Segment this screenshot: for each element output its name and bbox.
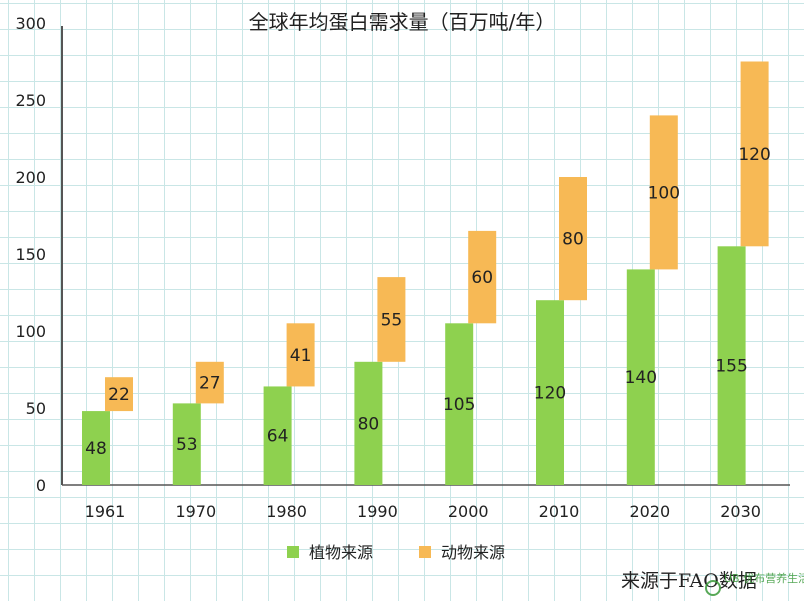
data-label-plant: 64 [267, 427, 289, 447]
data-label-animal: 27 [199, 374, 221, 394]
legend-swatch [287, 546, 299, 558]
bar-plant [626, 269, 655, 485]
bar-animal [105, 377, 133, 412]
bar-animal [377, 277, 406, 362]
data-label-animal: 55 [381, 310, 403, 330]
watermark: UB 优布营养生活网 www.ubpai.com [705, 571, 804, 596]
bar-plant [354, 361, 383, 485]
data-label-plant: 53 [176, 435, 198, 455]
data-label-plant: 80 [358, 414, 380, 434]
bar-plant [82, 411, 110, 485]
data-label-plant: 120 [534, 384, 566, 404]
x-tick-label: 2010 [539, 502, 580, 521]
source-note: 来源于FAO数据 [621, 570, 757, 592]
bar-plant [263, 386, 292, 485]
bar-plant [172, 403, 201, 485]
legend-label: 动物来源 [441, 543, 505, 562]
data-label-animal: 100 [648, 183, 680, 203]
x-tick-label: 1961 [85, 502, 126, 521]
x-axis-labels: 1961 1970 1980 1990 2000 2010 2020 2030 [85, 502, 761, 521]
bar-animal [286, 323, 315, 387]
svg-text:UB 优布营养生活网 www.ubpai.com: UB 优布营养生活网 www.ubpai.com [724, 571, 804, 585]
y-tick-label: 0 [36, 476, 46, 495]
data-label-animal: 22 [108, 385, 130, 405]
bar-animal [559, 177, 587, 301]
legend-label: 植物来源 [309, 543, 373, 562]
data-label-plant: 140 [625, 368, 657, 388]
y-axis-ticks: 0 50 100 150 200 250 300 [15, 14, 46, 495]
bar-animal [195, 361, 224, 404]
data-label-animal: 80 [562, 230, 584, 250]
y-tick-label: 200 [15, 168, 46, 187]
bar-plant [445, 323, 474, 485]
data-label-plant: 105 [443, 395, 475, 415]
data-label-plant: 48 [85, 439, 107, 459]
bar-plant [536, 300, 564, 485]
x-tick-label: 1970 [175, 502, 216, 521]
y-tick-label: 100 [15, 322, 46, 341]
data-label-plant: 155 [715, 357, 747, 377]
data-label-animal: 41 [290, 346, 312, 366]
x-tick-label: 1980 [266, 502, 307, 521]
y-tick-label: 250 [15, 91, 46, 110]
chart-title: 全球年均蛋白需求量（百万吨/年） [249, 10, 556, 34]
x-tick-label: 2020 [629, 502, 670, 521]
legend-swatch [419, 546, 431, 558]
data-label-animal: 60 [471, 268, 493, 288]
bar-animal [649, 115, 678, 270]
legend: 植物来源 动物来源 [287, 543, 505, 562]
x-tick-label: 2000 [448, 502, 489, 521]
bars: 48 22 53 27 64 41 80 55 105 60 120 80 140 100 155 120 [82, 61, 771, 485]
bar-animal [468, 230, 497, 324]
x-tick-label: 1990 [357, 502, 398, 521]
bar-plant [717, 246, 746, 485]
data-label-animal: 120 [738, 145, 770, 165]
y-tick-label: 50 [26, 399, 46, 418]
y-tick-label: 150 [15, 245, 46, 264]
bar-animal [740, 61, 769, 247]
x-tick-label: 2030 [720, 502, 761, 521]
y-tick-label: 300 [15, 14, 46, 33]
